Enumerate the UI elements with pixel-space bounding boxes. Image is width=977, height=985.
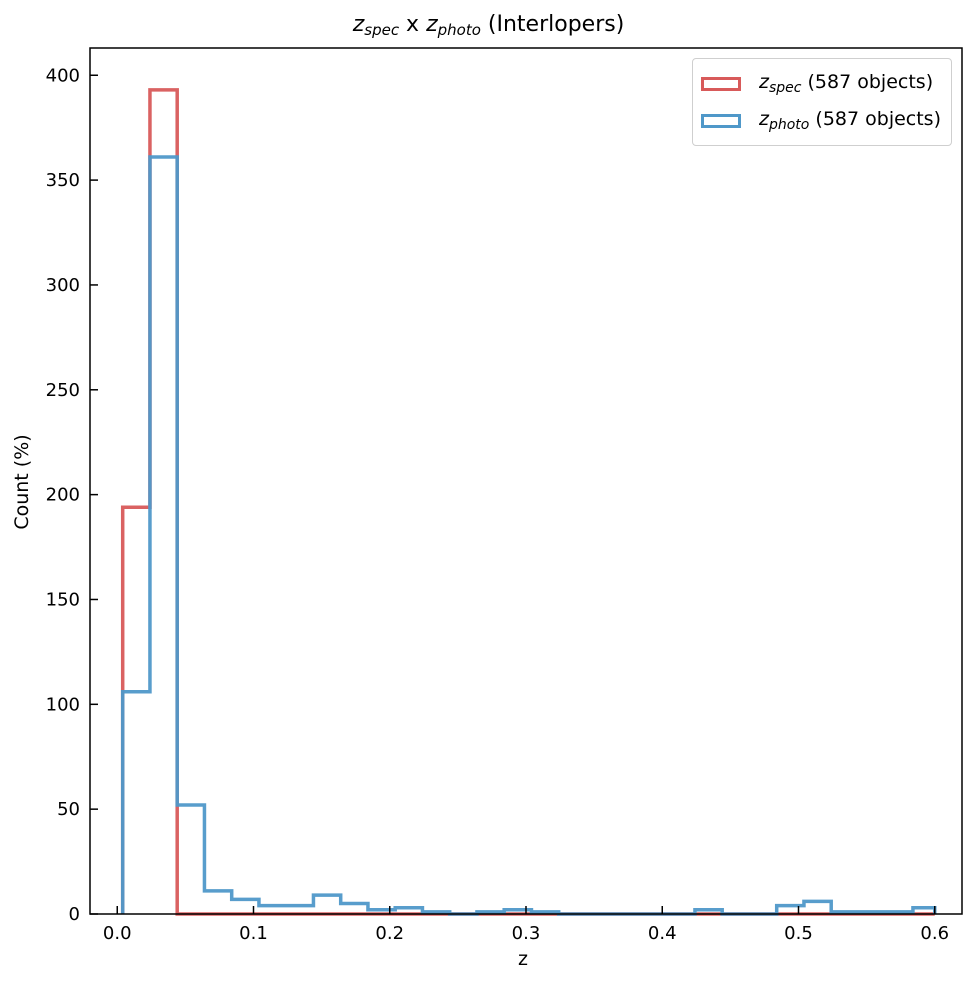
x-tick-label: 0.5 xyxy=(784,923,813,944)
x-axis-label: z xyxy=(518,948,528,970)
title-sub-2: photo xyxy=(437,21,481,39)
legend-item-photo: zphoto (587 objects) xyxy=(701,102,941,139)
y-tick-label: 50 xyxy=(57,799,80,820)
title-tail: (Interlopers) xyxy=(480,12,625,37)
legend-label-photo: zphoto (587 objects) xyxy=(759,108,941,133)
legend-label-spec: zspec (587 objects) xyxy=(759,71,934,96)
x-tick-label: 0.4 xyxy=(648,923,677,944)
legend-item-spec: zspec (587 objects) xyxy=(701,65,941,102)
plot-frame xyxy=(89,47,963,915)
y-tick-label: 150 xyxy=(46,589,80,610)
y-tick-label: 300 xyxy=(46,275,80,296)
legend-swatch-spec xyxy=(701,76,741,91)
chart-title: zspec x zphoto (Interlopers) xyxy=(0,12,977,39)
y-tick-label: 100 xyxy=(46,694,80,715)
y-tick-label: 350 xyxy=(46,170,80,191)
y-tick-label: 400 xyxy=(46,65,80,86)
legend: zspec (587 objects) zphoto (587 objects) xyxy=(692,58,952,146)
title-sub-1: spec xyxy=(364,21,400,39)
y-axis-label: Count (%) xyxy=(11,434,33,530)
y-tick-label: 200 xyxy=(46,485,80,506)
title-var-1: z xyxy=(352,12,365,37)
x-tick-label: 0.2 xyxy=(375,923,404,944)
y-tick-label: 250 xyxy=(46,380,80,401)
x-tick-label: 0.3 xyxy=(512,923,541,944)
y-tick-label: 0 xyxy=(69,904,80,925)
x-tick-label: 0.6 xyxy=(920,923,949,944)
title-var-2: z xyxy=(426,12,438,37)
histogram-series-0 xyxy=(120,88,935,916)
title-separator: x xyxy=(399,12,427,37)
histogram-series-1 xyxy=(120,155,937,916)
x-tick-label: 0.1 xyxy=(239,923,268,944)
x-tick-label: 0.0 xyxy=(103,923,132,944)
legend-swatch-photo xyxy=(701,113,741,128)
